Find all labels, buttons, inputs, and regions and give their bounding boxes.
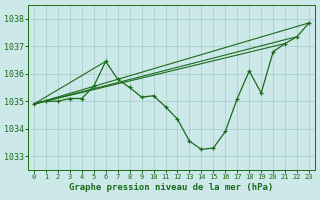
X-axis label: Graphe pression niveau de la mer (hPa): Graphe pression niveau de la mer (hPa) (69, 183, 274, 192)
